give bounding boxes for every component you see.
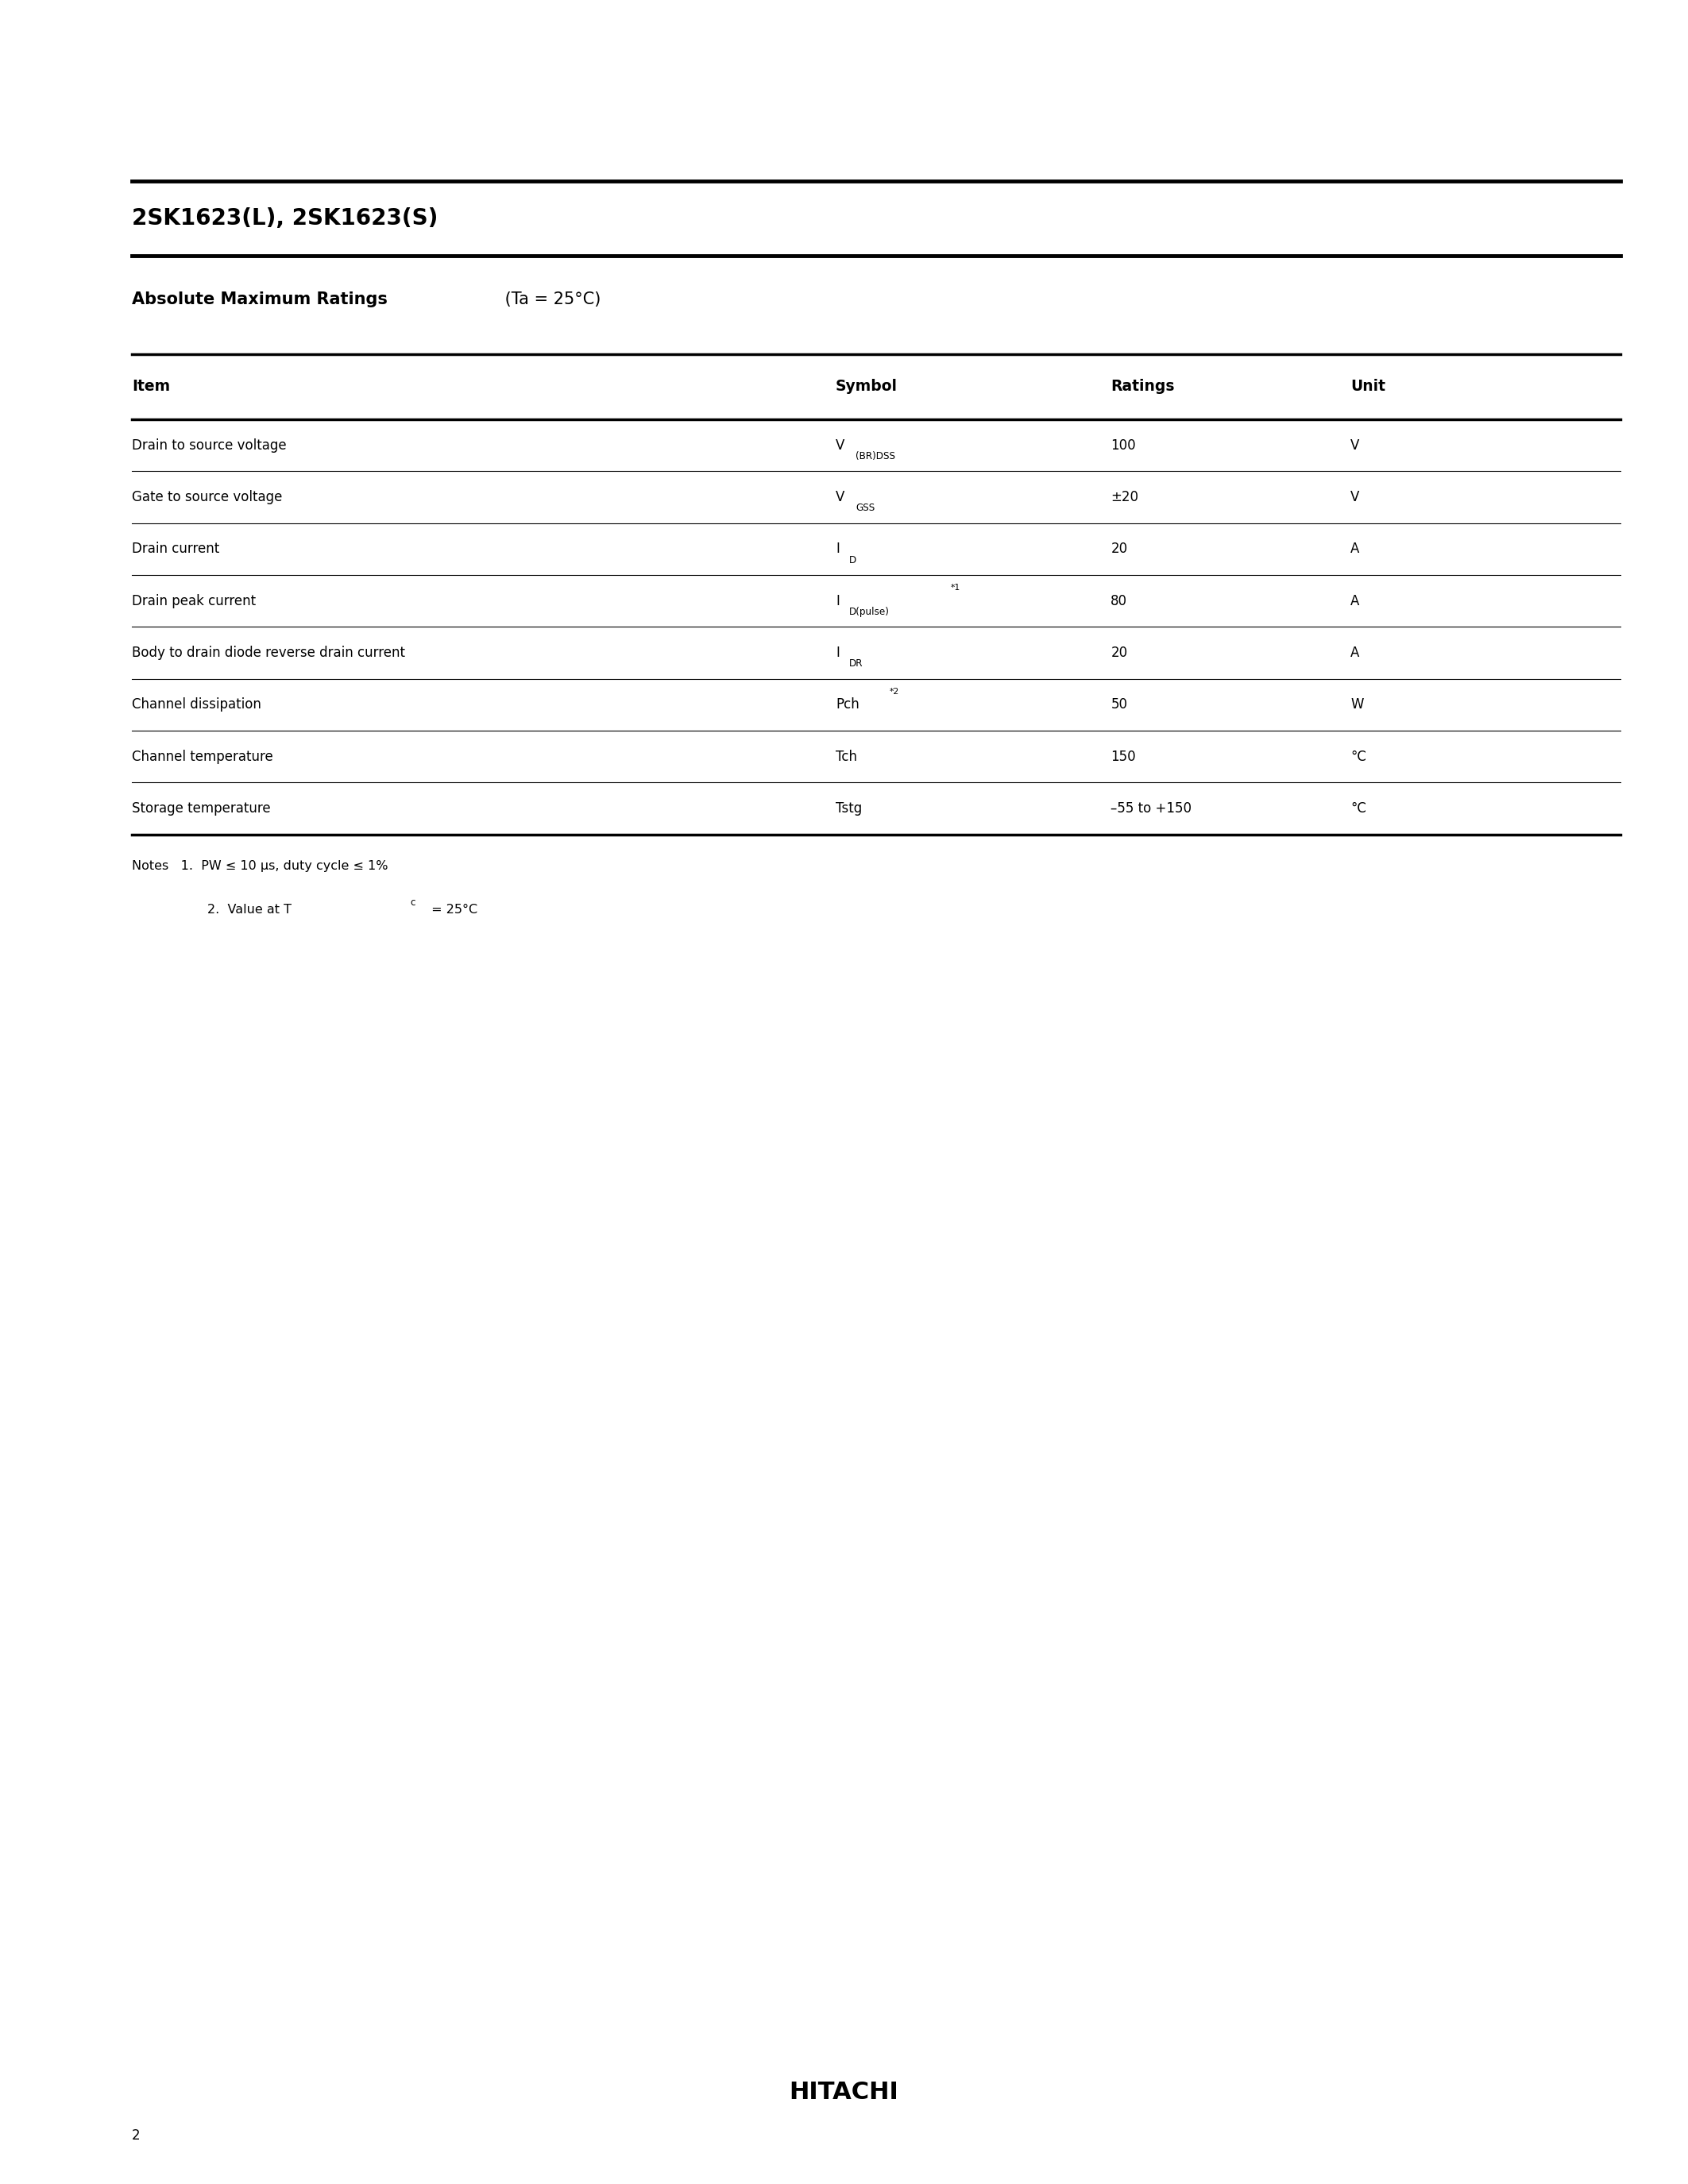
Text: V: V xyxy=(1350,489,1359,505)
Text: *1: *1 xyxy=(950,583,960,592)
Text: 2SK1623(L), 2SK1623(S): 2SK1623(L), 2SK1623(S) xyxy=(132,207,437,229)
Text: –55 to +150: –55 to +150 xyxy=(1111,802,1192,815)
Text: DR: DR xyxy=(849,660,863,668)
Text: Drain current: Drain current xyxy=(132,542,219,557)
Text: Drain peak current: Drain peak current xyxy=(132,594,255,607)
Text: 50: 50 xyxy=(1111,697,1128,712)
Text: Tch: Tch xyxy=(836,749,858,764)
Text: Channel temperature: Channel temperature xyxy=(132,749,273,764)
Text: *2: *2 xyxy=(890,688,900,695)
Text: °C: °C xyxy=(1350,802,1366,815)
Text: V: V xyxy=(836,489,844,505)
Text: Channel dissipation: Channel dissipation xyxy=(132,697,262,712)
Text: 2: 2 xyxy=(132,2129,140,2143)
Text: (Ta = 25°C): (Ta = 25°C) xyxy=(500,290,601,308)
Text: D(pulse): D(pulse) xyxy=(849,607,890,616)
Text: 20: 20 xyxy=(1111,542,1128,557)
Text: W: W xyxy=(1350,697,1364,712)
Text: Item: Item xyxy=(132,380,170,393)
Text: A: A xyxy=(1350,646,1359,660)
Text: 100: 100 xyxy=(1111,439,1136,452)
Text: Absolute Maximum Ratings: Absolute Maximum Ratings xyxy=(132,290,387,308)
Text: V: V xyxy=(836,439,844,452)
Text: °C: °C xyxy=(1350,749,1366,764)
Text: Ratings: Ratings xyxy=(1111,380,1175,393)
Text: Tstg: Tstg xyxy=(836,802,863,815)
Text: I: I xyxy=(836,594,839,607)
Text: Notes   1.  PW ≤ 10 μs, duty cycle ≤ 1%: Notes 1. PW ≤ 10 μs, duty cycle ≤ 1% xyxy=(132,860,388,871)
Text: A: A xyxy=(1350,542,1359,557)
Text: = 25°C: = 25°C xyxy=(427,904,478,915)
Text: c: c xyxy=(410,898,415,909)
Text: Symbol: Symbol xyxy=(836,380,898,393)
Text: D: D xyxy=(849,555,856,566)
Text: 20: 20 xyxy=(1111,646,1128,660)
Text: Drain to source voltage: Drain to source voltage xyxy=(132,439,287,452)
Text: Gate to source voltage: Gate to source voltage xyxy=(132,489,282,505)
Text: 80: 80 xyxy=(1111,594,1128,607)
Text: Pch: Pch xyxy=(836,697,859,712)
Text: 150: 150 xyxy=(1111,749,1136,764)
Text: ±20: ±20 xyxy=(1111,489,1138,505)
Text: Body to drain diode reverse drain current: Body to drain diode reverse drain curren… xyxy=(132,646,405,660)
Text: A: A xyxy=(1350,594,1359,607)
Text: Storage temperature: Storage temperature xyxy=(132,802,270,815)
Text: I: I xyxy=(836,646,839,660)
Text: (BR)DSS: (BR)DSS xyxy=(856,452,896,461)
Text: I: I xyxy=(836,542,839,557)
Text: Unit: Unit xyxy=(1350,380,1386,393)
Text: GSS: GSS xyxy=(856,502,874,513)
Text: 2.  Value at T: 2. Value at T xyxy=(208,904,292,915)
Text: V: V xyxy=(1350,439,1359,452)
Text: HITACHI: HITACHI xyxy=(790,2081,898,2103)
